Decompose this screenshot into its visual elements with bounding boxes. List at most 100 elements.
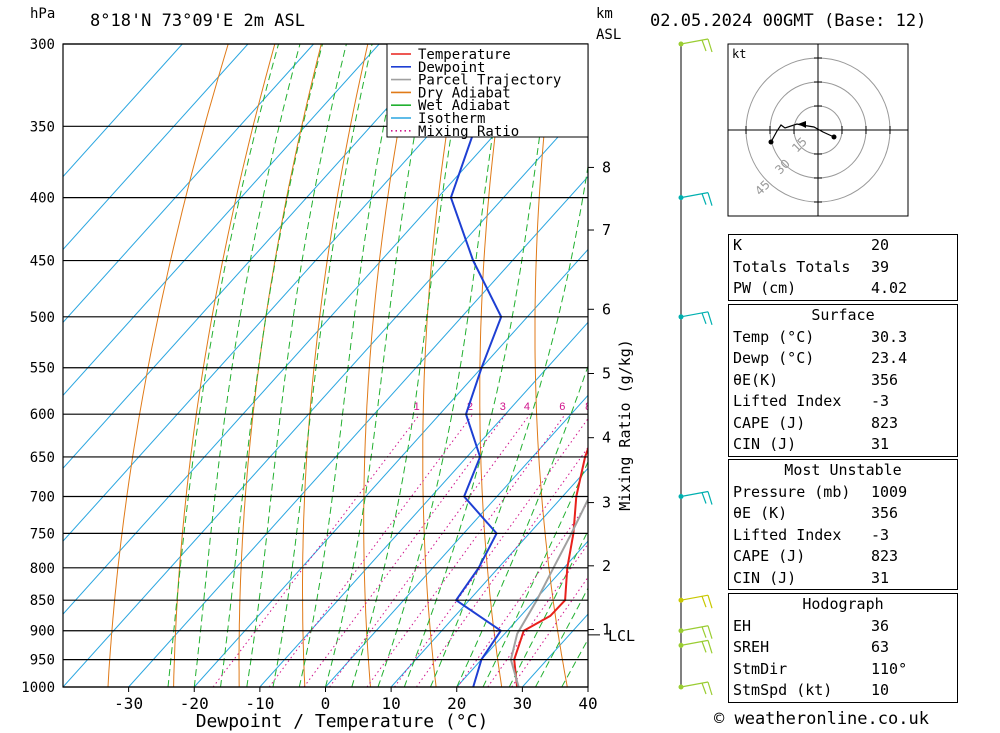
isotherm-line — [128, 175, 588, 687]
temp-tick-label: 0 — [321, 694, 331, 713]
isotherm-line — [63, 44, 314, 324]
mu-row: CAPE (J) 823 — [733, 547, 899, 565]
mixing-ratio-line — [511, 576, 588, 687]
mixing-ratio-label: 3 — [500, 401, 506, 413]
legend-box — [386, 43, 589, 138]
hodograph-unit-label: kt — [732, 47, 746, 61]
km-unit-label: km — [596, 6, 613, 22]
mixing-ratio-line — [212, 413, 421, 687]
mixing-ratio-axis-title: Mixing Ratio (g/kg) — [616, 339, 634, 511]
storm-motion-arrow — [798, 121, 806, 128]
pressure-tick-label: 700 — [30, 490, 55, 506]
isotherm-line — [63, 44, 446, 469]
wind-barb-shaft — [680, 311, 709, 318]
dewpoint-line — [449, 44, 564, 687]
legend-label: Isotherm — [418, 111, 485, 127]
asl-unit-label: ASL — [596, 27, 622, 43]
dry-adiabat-line — [973, 44, 1000, 687]
isotherm-line — [193, 248, 588, 687]
wind-barb — [678, 311, 713, 325]
pressure-tick-label: 550 — [30, 361, 55, 377]
wind-barb — [678, 594, 713, 609]
lcl-label: LCL — [608, 627, 635, 645]
hodograph-end-dot — [831, 134, 837, 140]
hodograph-table: Hodograph EH 36 SREH 63 StmDir 110° StmSpd … — [728, 593, 958, 703]
km-tick-label: 7 — [602, 221, 611, 239]
surface-row: Temp (°C) 30.3 — [733, 327, 908, 346]
location-title: 8°18'N 73°09'E 2m ASL — [90, 11, 305, 31]
index-row-pw: PW (cm) 4.02 — [733, 279, 908, 297]
plot-area — [63, 44, 588, 687]
isotherm-line — [63, 44, 511, 542]
mixing-ratio-label: 20 — [670, 401, 682, 413]
parcel-trajectory-line — [509, 497, 588, 687]
mu-row: CIN (J) 31 — [733, 568, 890, 587]
pressure-tick-label: 750 — [30, 526, 55, 542]
surface-row: Lifted Index -3 — [733, 392, 890, 410]
pressure-tick-label: 1000 — [21, 680, 55, 696]
isotherm-line — [63, 44, 249, 251]
wind-barb-feather — [707, 38, 713, 53]
km-tick-label: 8 — [602, 158, 611, 176]
legend-label: Dewpoint — [418, 60, 485, 76]
index-row-totals: Totals Totals 39 — [733, 257, 890, 276]
wind-barb-feather — [707, 625, 713, 639]
index-row-k: K 20 — [733, 236, 890, 254]
mu-row: Lifted Index -3 — [733, 525, 890, 544]
temp-tick-label: 20 — [447, 694, 466, 713]
mixing-ratio-label: 25 — [692, 401, 704, 413]
datetime-title: 02.05.2024 00GMT (Base: 12) — [650, 11, 927, 31]
km-tick-label: 2 — [602, 557, 611, 575]
wind-barb-feather — [707, 640, 713, 654]
wind-barb — [678, 192, 713, 206]
pressure-tick-label: 450 — [30, 254, 55, 270]
mixing-ratio-line — [268, 413, 474, 687]
mixing-ratio-line — [394, 417, 588, 687]
mu-row: Pressure (mb) 1009 — [733, 482, 908, 501]
wind-barb — [678, 681, 713, 696]
copyright-link[interactable]: © weatheronline.co.uk — [714, 709, 929, 729]
wind-barb-shaft — [680, 490, 709, 498]
wet-adiabat-line — [377, 44, 507, 687]
hodograph-start-dot — [768, 139, 774, 145]
km-tick-label: 4 — [602, 429, 611, 447]
pressure-tick-label: 950 — [30, 653, 55, 669]
mu-row: θE (K) 356 — [733, 504, 899, 522]
wind-barb-feather — [701, 492, 707, 504]
x-axis-title: Dewpoint / Temperature (°C) — [196, 711, 489, 732]
wind-barb-shaft — [680, 681, 709, 688]
most-unstable-title: Most Unstable — [784, 461, 902, 479]
indices-table: K 20 Totals Totals 39 PW (cm) 4.02 — [728, 234, 958, 301]
legend-label: Mixing Ratio — [418, 124, 519, 140]
km-tick-label: 3 — [602, 494, 611, 512]
pressure-tick-label: 500 — [30, 310, 55, 326]
wind-barb-feather — [707, 681, 713, 696]
surface-title: Surface — [811, 306, 875, 324]
mixing-ratio-label: 1 — [414, 401, 420, 413]
wind-barb — [678, 490, 713, 505]
wind-barb-shaft — [680, 192, 709, 199]
isotherm-line — [325, 394, 588, 687]
mixing-ratio-label: 4 — [524, 401, 530, 413]
pressure-tick-label: 350 — [30, 119, 55, 135]
surface-table: Surface Temp (°C) 30.3 Dewp (°C) 23.4 θE(K… — [728, 304, 958, 457]
mixing-ratio-label: 10 — [603, 401, 615, 413]
wind-barb-feather — [701, 39, 707, 52]
wind-barb-feather — [701, 682, 707, 695]
legend-label: Parcel Trajectory — [418, 73, 561, 89]
surface-row: θE(K) 356 — [733, 370, 899, 389]
isotherm-line — [63, 102, 588, 687]
hodo-row: SREH 63 — [733, 638, 890, 656]
mixing-ratio-line — [457, 501, 588, 687]
wind-barb-feather — [701, 626, 707, 638]
wind-barb-feather — [701, 312, 707, 325]
most-unstable-table: Most Unstable Pressure (mb) 1009 θE (K) 35… — [728, 459, 958, 590]
km-tick-label: 1 — [602, 621, 611, 639]
wind-barb-feather — [701, 641, 707, 653]
wind-barb-feather — [707, 311, 713, 325]
temp-tick-label: -10 — [245, 694, 274, 713]
temp-tick-label: -30 — [114, 694, 143, 713]
wind-barb-feather — [707, 595, 713, 609]
isotherm-line — [63, 44, 183, 178]
